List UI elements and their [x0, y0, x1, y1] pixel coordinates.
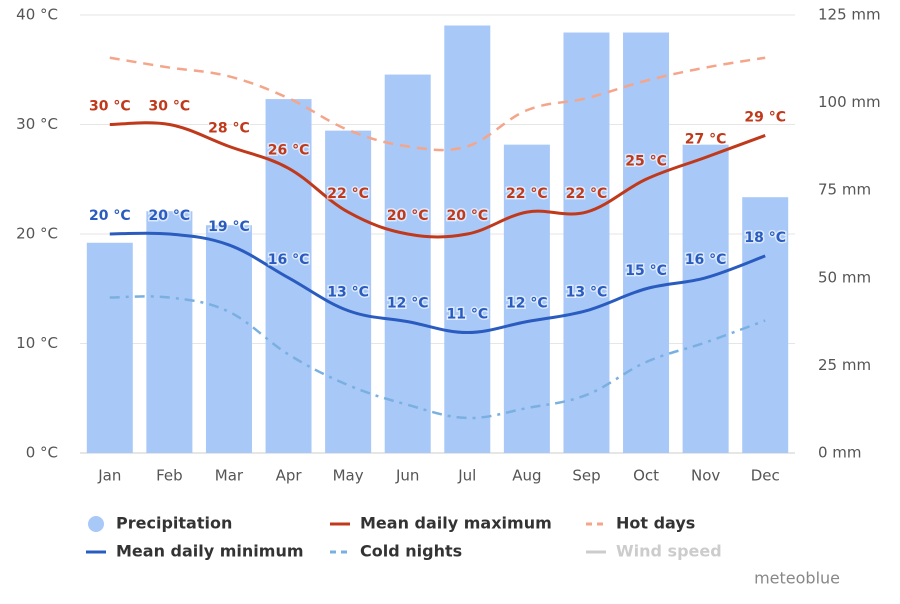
y-tick-label: 10 °C	[16, 334, 58, 352]
legend-label: Hot days	[616, 514, 695, 533]
data-label: 12 °C	[387, 296, 429, 312]
bar	[265, 99, 312, 453]
line	[109, 56, 766, 152]
bar	[623, 32, 670, 454]
data-label: 20 °C	[387, 208, 429, 224]
data-label: 11 °C	[446, 307, 488, 323]
bar	[325, 130, 372, 453]
bar	[503, 144, 550, 453]
bar	[205, 225, 252, 453]
line	[109, 295, 766, 420]
bar	[384, 74, 431, 454]
data-label: 12 °C	[506, 296, 548, 312]
data-label: 26 °C	[268, 142, 310, 158]
x-tick-label: Apr	[276, 467, 303, 485]
data-label: 22 °C	[566, 186, 608, 202]
bar	[86, 242, 133, 453]
data-label: 30 °C	[149, 99, 191, 115]
legend-label: Mean daily minimum	[116, 542, 304, 561]
x-tick-label: Nov	[691, 467, 720, 485]
x-tick-label: Jul	[457, 467, 476, 485]
y2-tick-label: 25 mm	[818, 356, 871, 374]
y-tick-label: 0 °C	[26, 444, 58, 462]
y2-tick-label: 125 mm	[818, 6, 881, 24]
x-tick-label: Jan	[97, 467, 121, 485]
x-tick-label: Mar	[215, 467, 244, 485]
data-label: 19 °C	[208, 219, 250, 235]
data-label: 20 °C	[89, 208, 131, 224]
legend-label: Precipitation	[116, 514, 232, 533]
line	[109, 121, 766, 239]
bar	[563, 32, 610, 454]
x-tick-label: Jun	[395, 467, 419, 485]
x-tick-label: Oct	[633, 467, 659, 485]
y-tick-label: 30 °C	[16, 115, 58, 133]
line	[109, 231, 766, 335]
data-label: 29 °C	[744, 109, 786, 125]
data-label: 20 °C	[149, 208, 191, 224]
data-label: 30 °C	[89, 99, 131, 115]
data-label: 27 °C	[685, 131, 727, 147]
y2-tick-label: 75 mm	[818, 181, 871, 199]
x-tick-label: May	[333, 467, 364, 485]
y2-tick-label: 100 mm	[818, 93, 881, 111]
y-tick-label: 40 °C	[16, 6, 58, 24]
legend-label: Cold nights	[360, 542, 462, 561]
data-label: 13 °C	[566, 285, 608, 301]
legend-label: Wind speed	[616, 542, 722, 561]
data-label: 20 °C	[446, 208, 488, 224]
data-label: 15 °C	[625, 263, 667, 279]
bar	[146, 211, 193, 453]
data-label: 18 °C	[744, 230, 786, 246]
data-label: 28 °C	[208, 120, 250, 136]
data-label: 16 °C	[685, 252, 727, 268]
data-label: 16 °C	[268, 252, 310, 268]
credit: meteoblue	[754, 569, 840, 588]
data-label: 22 °C	[327, 186, 369, 202]
y2-tick-label: 0 mm	[818, 444, 862, 462]
bar	[682, 144, 729, 453]
y2-tick-label: 50 mm	[818, 268, 871, 286]
legend-symbol	[88, 516, 104, 532]
bar	[742, 197, 789, 453]
data-label: 22 °C	[506, 186, 548, 202]
data-label: 13 °C	[327, 285, 369, 301]
x-tick-label: Dec	[751, 467, 780, 485]
data-label: 25 °C	[625, 153, 667, 169]
legend-label: Mean daily maximum	[360, 514, 552, 533]
x-tick-label: Aug	[512, 467, 541, 485]
y-tick-label: 20 °C	[16, 225, 58, 243]
x-tick-label: Sep	[572, 467, 600, 485]
x-tick-label: Feb	[156, 467, 183, 485]
bar	[444, 25, 491, 454]
